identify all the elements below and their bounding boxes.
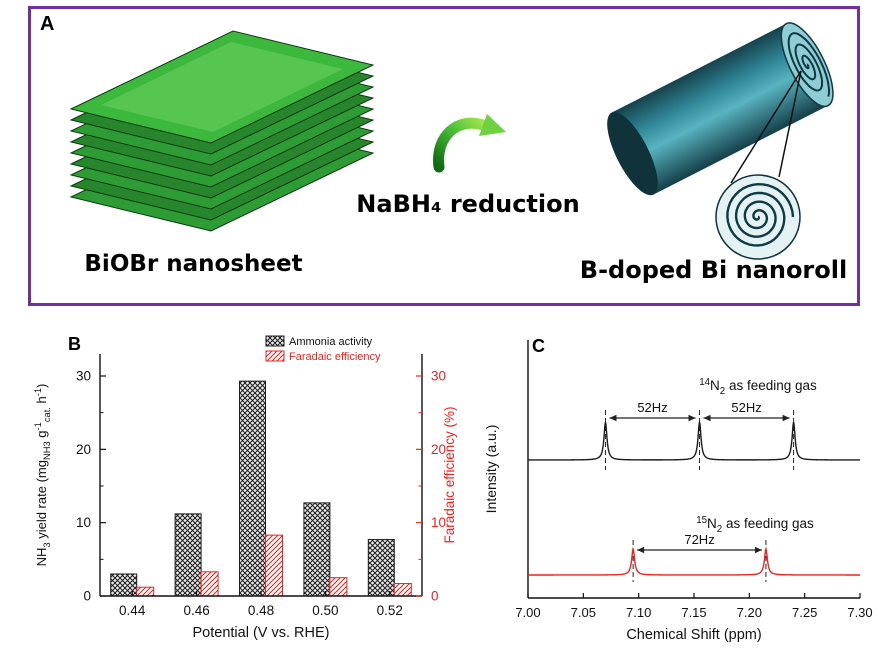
nmr-spectra-chart: 7.00 7.05 7.10 7.15 7.20 7.25 7.30 Chemical Shi… — [483, 336, 873, 643]
y-left-axis-title: NH3 yield rate (mgNH3 g-1cat. h-1) — [33, 384, 52, 567]
splitting-label: 52Hz — [637, 400, 667, 415]
x-tick-label: 0.52 — [377, 603, 403, 618]
bar-ammonia-0.50 — [303, 502, 331, 597]
bar-faradaic-0.44 — [136, 586, 155, 597]
y-left-tick-label: 10 — [76, 515, 91, 530]
x-axis-title: Chemical Shift (ppm) — [626, 627, 761, 643]
x-tick-label: 7.15 — [681, 605, 706, 620]
panel-a: A NaBH₄ reduction BiOBr nanosheet B-dope… — [28, 6, 860, 306]
x-tick-label: 7.30 — [847, 605, 872, 620]
panel-b-label: B — [68, 334, 81, 354]
panel-a-illustration — [69, 22, 834, 260]
x-tick-label: 0.48 — [248, 603, 274, 618]
bar-faradaic-0.50 — [329, 577, 348, 597]
x-tick-label: 7.10 — [626, 605, 651, 620]
splitting-label: 72Hz — [684, 532, 714, 547]
legend-label-ammonia: Ammonia activity — [289, 336, 373, 348]
reduction-caption: NaBH₄ reduction — [356, 190, 580, 218]
splitting-label: 52Hz — [731, 400, 761, 415]
y-right-axis-title: Faradaic efficiency (%) — [442, 406, 457, 543]
bar-ammonia-0.48 — [239, 380, 266, 597]
nanosheet-caption: BiOBr nanosheet — [84, 251, 303, 277]
y-left-tick-label: 0 — [83, 589, 91, 604]
nanoroll-caption: B-doped Bi nanoroll — [579, 256, 848, 284]
bar-ammonia-0.44 — [110, 573, 138, 597]
y-left-tick-label: 30 — [76, 369, 91, 384]
y-right-tick-label: 20 — [431, 442, 446, 457]
panel-c-label: C — [532, 336, 545, 356]
legend-label-faradaic: Faradaic efficiency — [289, 351, 381, 363]
x-tick-label: 7.20 — [737, 605, 762, 620]
spiral-inset — [715, 70, 802, 260]
bi-nanoroll — [607, 22, 834, 196]
x-tick-label: 0.50 — [312, 603, 338, 618]
bar-faradaic-0.52 — [393, 583, 412, 597]
bar-faradaic-0.48 — [265, 534, 283, 597]
bar-faradaic-0.46 — [200, 571, 219, 597]
y-left-tick-label: 20 — [76, 442, 91, 457]
y-right-tick-label: 30 — [431, 369, 446, 384]
x-tick-label: 0.46 — [183, 603, 209, 618]
bar-ammonia-0.46 — [174, 513, 202, 597]
legend-swatch-ammonia — [265, 335, 285, 347]
y-axis-title: Intensity (a.u.) — [483, 425, 499, 514]
y-right-tick-label: 0 — [431, 589, 439, 604]
nmr-trace-14n2 — [528, 421, 861, 461]
x-tick-label: 7.25 — [792, 605, 817, 620]
nmr-trace-15n2 — [528, 546, 860, 576]
reduction-arrow — [433, 114, 506, 173]
series-label: 15N2 as feeding gas — [696, 515, 814, 535]
panel-a-label: A — [40, 13, 55, 35]
x-tick-label: 7.05 — [571, 605, 596, 620]
ammonia-yield-bar-chart: 0.44 0.46 0.48 0.50 0.52 0 0 10 10 20 20 30 30 Potent… — [33, 334, 457, 641]
series-label: 14N2 as feeding gas — [699, 377, 817, 397]
x-axis-title: Potential (V vs. RHE) — [193, 625, 330, 641]
x-tick-label: 0.44 — [119, 603, 146, 618]
bar-ammonia-0.52 — [367, 539, 395, 597]
y-right-tick-label: 10 — [431, 515, 446, 530]
nanosheet-stack — [69, 30, 375, 232]
legend-swatch-faradaic — [265, 350, 285, 362]
x-tick-label: 7.00 — [515, 605, 540, 620]
legend: Ammonia activity Faradaic efficiency — [265, 335, 381, 363]
